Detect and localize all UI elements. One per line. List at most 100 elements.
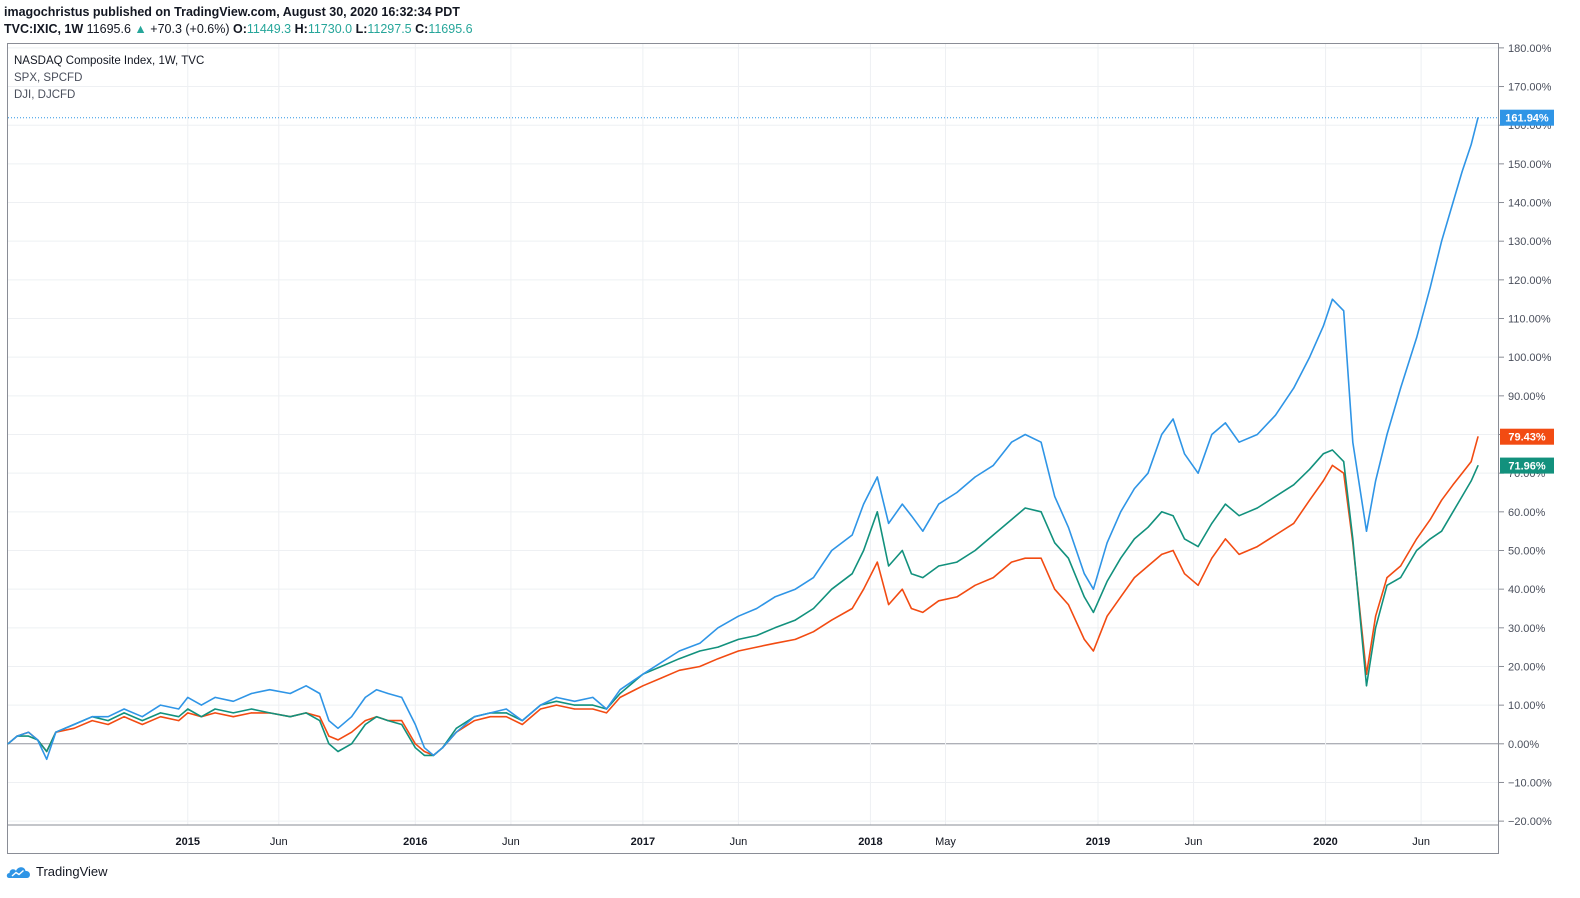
data-point-nasdaq [1274, 414, 1277, 416]
data-point-dji [269, 712, 271, 714]
data-point-spx [605, 712, 608, 714]
series-line-nasdaq [7, 117, 1479, 761]
data-point-spx [1067, 604, 1069, 606]
legend-nasdaq[interactable]: NASDAQ Composite Index, 1W, TVC [14, 55, 205, 67]
data-point-dji [1197, 546, 1199, 548]
data-point-dji [1331, 449, 1333, 451]
data-point-dji [794, 619, 796, 621]
y-tick-label: 180.00% [1508, 43, 1552, 55]
data-point-nasdaq [1309, 356, 1311, 358]
data-point-spx [774, 642, 776, 644]
symbol-label[interactable]: TVC:IXIC, 1W [4, 22, 84, 36]
x-tick-label: Jun [502, 836, 520, 848]
last-value-label: 161.94% [1505, 113, 1549, 125]
y-tick-label: 10.00% [1508, 700, 1546, 712]
data-point-spx [1120, 596, 1122, 598]
data-point-spx [1400, 565, 1402, 567]
data-point-nasdaq [376, 689, 378, 691]
data-point-dji [922, 577, 924, 579]
data-point-nasdaq [1352, 441, 1354, 443]
data-point-nasdaq [888, 522, 890, 525]
data-point-dji [678, 658, 680, 660]
y-tick-label: 60.00% [1508, 507, 1546, 519]
data-point-spx [1083, 638, 1085, 641]
data-point-spx [901, 588, 903, 590]
last-value-label: 71.96% [1508, 461, 1546, 473]
data-point-dji [351, 743, 353, 745]
data-point-dji [141, 720, 143, 722]
x-tick-label: 2020 [1313, 836, 1337, 848]
y-tick-label: 40.00% [1508, 584, 1546, 596]
data-point-nasdaq [1375, 480, 1377, 482]
data-point-nasdaq [699, 642, 701, 644]
data-point-dji [737, 638, 740, 641]
x-tick-label: Jun [730, 836, 748, 848]
data-point-nasdaq [214, 696, 216, 699]
data-point-spx [473, 720, 476, 722]
data-point-spx [328, 735, 330, 737]
data-point-dji [619, 692, 621, 695]
data-point-dji [831, 588, 833, 590]
data-point-dji [1161, 511, 1163, 513]
data-point-nasdaq [774, 596, 776, 598]
data-point-nasdaq [1441, 240, 1443, 242]
y-tick-label: 30.00% [1508, 623, 1546, 635]
data-point-nasdaq [956, 491, 958, 494]
data-point-spx [1040, 557, 1042, 559]
data-point-dji [888, 565, 890, 567]
legend-spx[interactable]: SPX, SPCFD [14, 72, 83, 84]
data-point-nasdaq [46, 758, 48, 760]
data-point-spx [1416, 538, 1418, 540]
data-point-nasdaq [232, 700, 234, 702]
data-point-dji [1067, 557, 1069, 559]
data-point-spx [505, 716, 507, 718]
data-point-nasdaq [159, 704, 162, 706]
data-point-dji [876, 511, 878, 513]
data-point-nasdaq [1400, 387, 1402, 389]
data-point-dji [455, 727, 457, 729]
data-point-dji [1400, 577, 1402, 579]
data-point-nasdaq [364, 696, 366, 699]
data-point-dji [1092, 611, 1094, 614]
chart-frame[interactable] [7, 43, 1499, 854]
data-point-nasdaq [619, 689, 621, 691]
last-price: 11695.6 [86, 22, 131, 36]
data-point-spx [1172, 549, 1174, 552]
data-point-dji [289, 716, 291, 718]
data-point-spx [1477, 436, 1479, 438]
data-point-nasdaq [37, 739, 39, 741]
data-point-dji [1429, 538, 1431, 540]
data-point-dji [1106, 580, 1108, 583]
y-tick-label: 140.00% [1508, 198, 1552, 210]
data-point-dji [1147, 526, 1149, 528]
data-point-dji [423, 754, 425, 757]
data-point-nasdaq [1054, 495, 1056, 497]
x-tick-label: 2015 [176, 836, 200, 848]
data-point-dji [1024, 507, 1026, 509]
symbol-header: TVC:IXIC, 1W 11695.6 ▲ +70.3 (+0.6%) O:1… [4, 22, 473, 36]
data-point-dji [1375, 627, 1377, 629]
data-point-nasdaq [319, 692, 321, 695]
data-point-spx [1161, 553, 1163, 556]
data-point-dji [1452, 511, 1454, 513]
data-point-spx [73, 727, 75, 729]
legend-dji[interactable]: DJI, DJCFD [14, 89, 76, 101]
data-point-spx [794, 638, 796, 641]
data-point-dji [376, 716, 378, 718]
data-point-nasdaq [55, 731, 57, 733]
data-point-nasdaq [1161, 433, 1163, 436]
data-point-nasdaq [521, 720, 523, 722]
data-point-dji [1211, 522, 1213, 525]
data-point-nasdaq [592, 696, 594, 699]
data-point-dji [717, 646, 719, 648]
data-point-spx [831, 619, 833, 621]
data-point-dji [1293, 484, 1295, 486]
footer-brand[interactable]: TradingView [6, 864, 108, 879]
data-point-spx [910, 607, 913, 610]
data-point-nasdaq [455, 731, 457, 733]
data-point-nasdaq [1024, 433, 1026, 436]
data-point-nasdaq [737, 615, 740, 617]
data-point-dji [200, 716, 202, 718]
data-point-dji [592, 704, 594, 706]
